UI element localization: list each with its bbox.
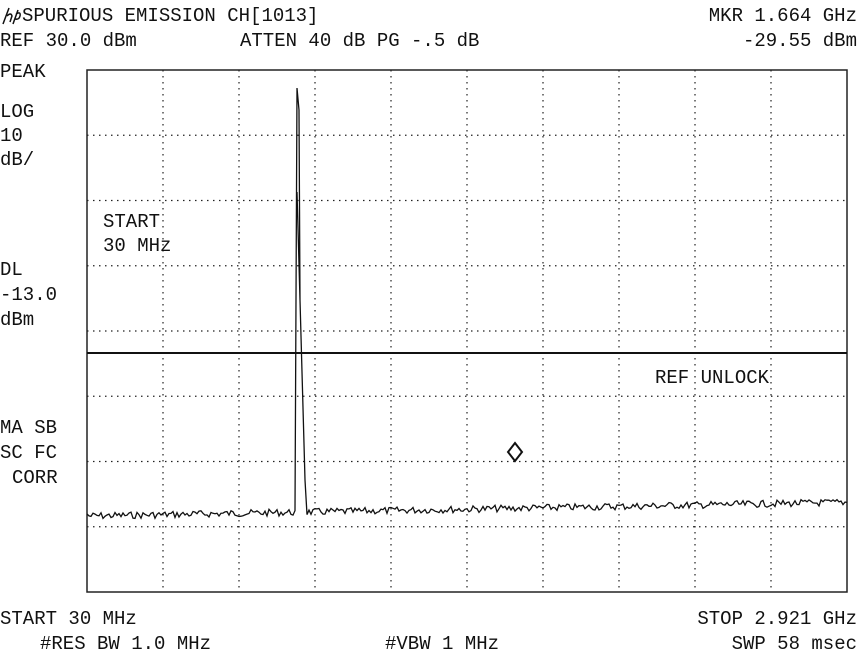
status: REF UNLOCK: [655, 367, 770, 389]
display-line-label: -13.0: [0, 284, 57, 306]
start-note: START: [103, 211, 160, 233]
vbw: #VBW 1 MHz: [385, 633, 499, 655]
marker-level: -29.55 dBm: [743, 30, 857, 52]
sweep: SWP 58 msec: [732, 633, 857, 655]
rbw: #RES BW 1.0 MHz: [40, 633, 211, 655]
ref-level: REF 30.0 dBm: [0, 30, 137, 52]
title: SPURIOUS EMISSION CH[1013]: [22, 5, 318, 27]
start-note: 30 MHz: [103, 235, 171, 257]
trace: [86, 87, 848, 520]
marker-freq: MKR 1.664 GHz: [709, 5, 857, 27]
detector: PEAK: [0, 61, 46, 83]
marker: [506, 441, 524, 463]
start-freq: START 30 MHz: [0, 608, 137, 630]
stop-freq: STOP 2.921 GHz: [697, 608, 857, 630]
atten: ATTEN 40 dB PG -.5 dB: [240, 30, 479, 52]
flag: CORR: [12, 467, 58, 489]
display-line-label: DL: [0, 259, 23, 281]
flag: SC FC: [0, 442, 57, 464]
scale: dB/: [0, 149, 34, 171]
graticule: [87, 70, 847, 592]
flag: MA SB: [0, 417, 57, 439]
hp-logo: [2, 7, 21, 25]
graticule-border: [86, 69, 848, 593]
display-line-label: dBm: [0, 309, 34, 331]
scale: LOG: [0, 101, 34, 123]
scale: 10: [0, 125, 23, 147]
